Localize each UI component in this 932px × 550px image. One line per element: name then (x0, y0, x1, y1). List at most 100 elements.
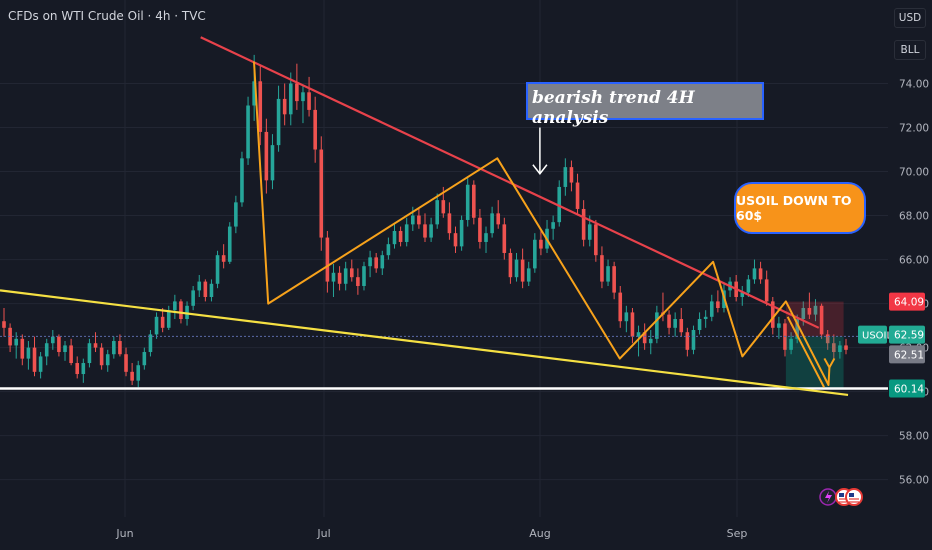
candle-body (831, 343, 836, 353)
unit-button[interactable]: BLL (894, 40, 926, 60)
candle-body (587, 224, 592, 240)
candle-body (246, 105, 250, 159)
candle-body (490, 213, 494, 234)
candle-body (569, 167, 574, 183)
candle-body (20, 338, 25, 359)
trendlines (0, 36, 849, 397)
candle-body (484, 233, 488, 242)
candle-body (166, 310, 171, 328)
candle-body (825, 334, 830, 344)
x-tick-label-3: Sep (727, 527, 748, 540)
candle-body (807, 308, 812, 315)
candle-body (648, 338, 653, 344)
candle-body (410, 215, 415, 225)
candle-body (63, 345, 67, 353)
symbol-tag-text: USOIL (862, 331, 892, 342)
candle-body (581, 208, 586, 240)
candle-body (136, 365, 141, 381)
candle-body (392, 230, 397, 245)
candle-body (112, 341, 116, 355)
resistance-trendline[interactable] (200, 36, 820, 329)
candle-body (69, 345, 73, 364)
candle-body (386, 244, 391, 256)
candle-body (752, 268, 757, 280)
y-tick-label-7: 70.00 (899, 167, 929, 179)
price-tag-3 (889, 345, 925, 364)
candle-body (526, 268, 531, 282)
candle-body (423, 224, 427, 238)
candle-body (575, 182, 580, 209)
candle-body (667, 314, 671, 328)
candle-body (758, 268, 763, 280)
price-labels: 64.09 USOIL 62.59 62.51 60.14 (858, 292, 925, 398)
candle-body (600, 255, 604, 282)
candle-body (51, 336, 55, 344)
annotation-arrow (532, 127, 548, 175)
projection-zone (785, 301, 844, 389)
zigzag-line[interactable] (253, 61, 831, 386)
lightning-glyph-icon (825, 491, 832, 503)
candle-body (118, 341, 122, 355)
candle-body (337, 272, 342, 284)
projection-line (786, 316, 825, 388)
candle-body (764, 279, 769, 302)
candle-body (740, 292, 745, 297)
candle-body (624, 312, 629, 322)
x-tick-label-1: Jul (316, 527, 330, 540)
candle-body (75, 363, 80, 375)
candle-body (594, 224, 598, 256)
candle-body (447, 213, 452, 234)
candle-body (203, 281, 208, 297)
candle-body (319, 149, 324, 238)
candle-body (87, 343, 92, 364)
candle-body (453, 233, 458, 247)
candle-body (673, 319, 677, 328)
candle-body (813, 305, 818, 315)
chart-header: CFDs on WTI Crude Oil · 4h · TVC (8, 9, 206, 23)
candle-body (240, 158, 244, 203)
y-tick-label-8: 72.00 (899, 123, 929, 135)
candle-body (276, 98, 281, 146)
currency-button[interactable]: USD (894, 8, 926, 28)
arrow-head-icon (532, 164, 548, 175)
candle-body (508, 252, 513, 278)
candle-body (349, 268, 354, 278)
zone-target (785, 336, 844, 389)
candle-body (795, 319, 799, 339)
candle-body (331, 272, 336, 282)
candle-body (557, 186, 562, 223)
candle-body (472, 184, 476, 218)
candle-body (606, 266, 610, 282)
candle-body (160, 316, 165, 328)
candle-body (612, 266, 616, 293)
price-tag-text-2: 62.59 (894, 330, 924, 342)
candle-body (398, 230, 403, 242)
candle-body (32, 347, 37, 372)
candle-body (142, 352, 147, 366)
candle-body (697, 319, 702, 331)
candle-body (38, 356, 43, 372)
trend-annotation[interactable]: bearish trend 4H analysis (526, 82, 764, 128)
candle-body (819, 305, 824, 335)
candle-body (148, 334, 153, 353)
grid-lines (0, 0, 888, 517)
time-axis[interactable]: Jun Jul Aug Sep (115, 527, 747, 540)
candle-body (258, 81, 263, 132)
event-icons[interactable] (819, 488, 863, 506)
candle-body (838, 345, 842, 353)
candle-body (301, 92, 305, 102)
candle-body (57, 336, 61, 353)
candle-body (703, 316, 708, 320)
candle-body (124, 354, 128, 372)
candle-body (227, 226, 232, 262)
support-trendline[interactable] (0, 289, 849, 397)
candle-body (459, 219, 464, 247)
target-annotation[interactable]: USOIL DOWN TO 60$ (734, 182, 866, 234)
candle-body (191, 290, 195, 306)
candle-body (539, 239, 543, 249)
candle-body (435, 200, 440, 225)
price-axis[interactable]: 56.0058.0060.0062.0064.0066.0068.0070.00… (899, 79, 929, 487)
x-tick-label-2: Aug (529, 527, 550, 540)
candle-body (288, 83, 293, 115)
